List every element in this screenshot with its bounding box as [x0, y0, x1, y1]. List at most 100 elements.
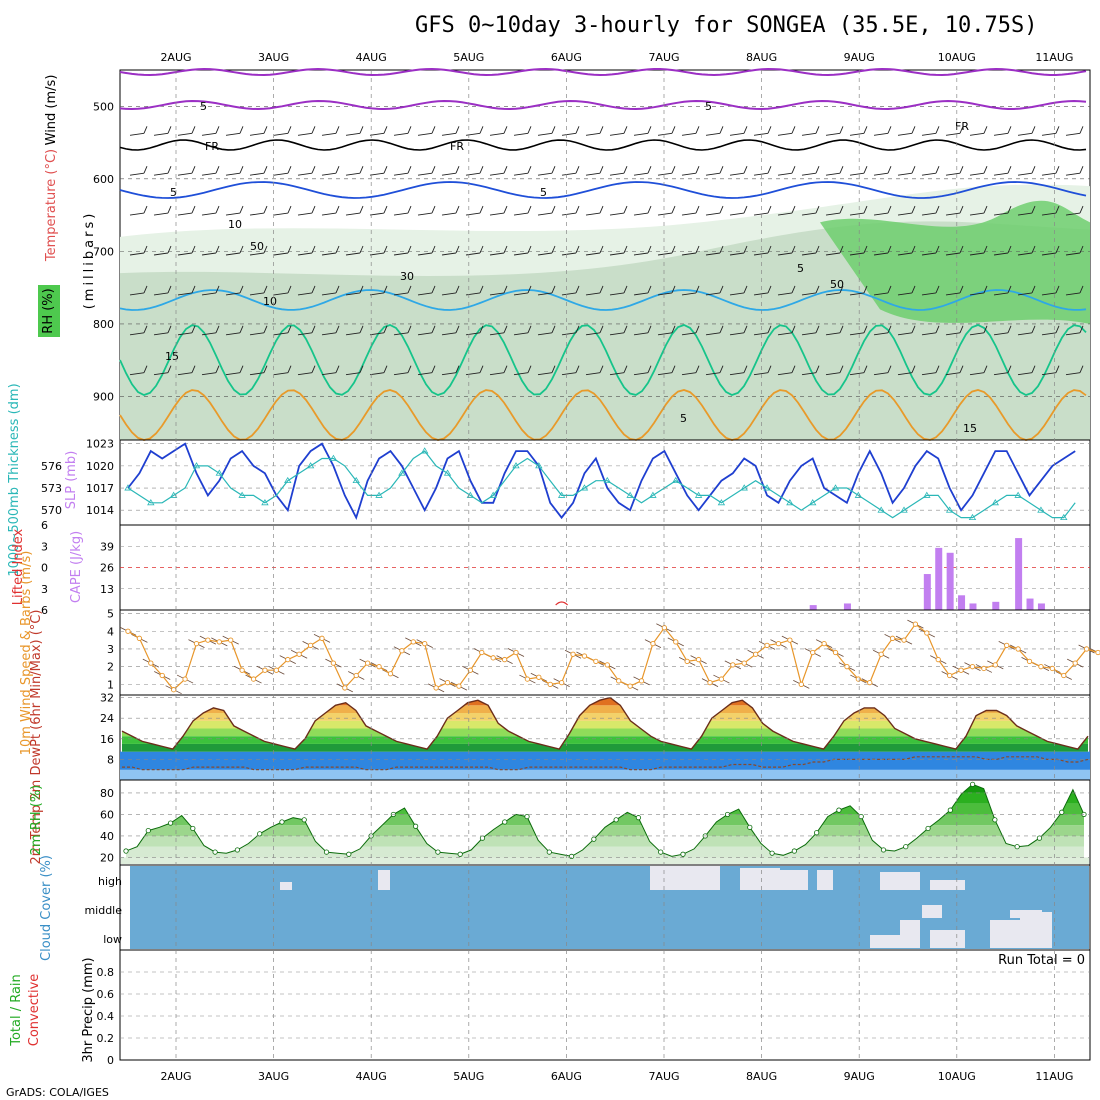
wind-barb-flag: [743, 285, 748, 294]
wind-barb: [945, 332, 961, 336]
rh-point: [591, 836, 597, 842]
wind10m-point: [810, 649, 816, 656]
wind-barb: [801, 132, 817, 136]
thickness-marker: [968, 513, 977, 521]
wind-barb-flag: [623, 285, 628, 294]
temp-line: [121, 696, 1089, 750]
wind-barb: [945, 292, 961, 296]
wind-barb-flag: [935, 245, 940, 254]
thickness-marker: [169, 491, 178, 498]
cape-bar: [809, 605, 817, 610]
wind10m-point: [946, 672, 953, 679]
wind-barb: [633, 372, 649, 376]
wind-barb-flag: [695, 365, 700, 373]
wind-barb-flag: [815, 285, 820, 294]
thickness-marker: [991, 499, 1000, 506]
wind-barb-flag: [935, 285, 940, 294]
wind-barb: [825, 292, 841, 296]
contour-label: 10: [228, 218, 242, 231]
wind-barb: [489, 252, 505, 256]
wind-barb-flag: [743, 325, 748, 333]
wind-barb: [513, 252, 529, 256]
thickness-marker: [352, 476, 360, 484]
wind-barb: [513, 292, 529, 296]
wind10m-point: [376, 664, 382, 670]
cloud-block: [880, 872, 920, 890]
li-tick: 3: [41, 583, 48, 596]
wind-barb: [441, 172, 457, 176]
wind-barb-flag: [863, 365, 868, 373]
wind-barb: [273, 132, 289, 136]
wind-barb-flag: [359, 325, 364, 333]
wind-barb: [585, 132, 601, 136]
wind-barb-flag: [983, 285, 988, 294]
wind-barb: [777, 252, 793, 256]
wind-barb-flag: [479, 205, 484, 214]
wind10m-point: [1038, 664, 1044, 670]
date-bottom-label: 2AUG: [160, 1070, 191, 1083]
wind10m-point: [479, 649, 485, 656]
wind-barb-flag: [815, 245, 820, 254]
wind-barb-flag: [791, 126, 796, 134]
wind-barb-flag: [311, 285, 316, 294]
wind10m-point: [330, 660, 337, 666]
wind-barb-flag: [239, 285, 244, 294]
wind10m-point: [1072, 660, 1078, 666]
wind-barb: [537, 372, 553, 376]
wind-barb-flag: [215, 285, 220, 294]
rh-point: [413, 823, 419, 829]
wind-barb-flag: [551, 365, 556, 373]
wind-barb: [345, 292, 361, 296]
wind10m-point: [695, 656, 702, 663]
wind-barb: [921, 252, 937, 256]
wind-barb: [249, 252, 265, 256]
wind-barb-flag: [935, 205, 940, 214]
wind-barb-flag: [1055, 126, 1060, 134]
rh-label: RH (%): [41, 288, 56, 333]
wind-barb: [849, 292, 865, 296]
wind-barb: [417, 252, 433, 256]
wind-barb: [513, 332, 529, 336]
wind-barb-flag: [167, 325, 172, 333]
wind-barb: [441, 372, 457, 376]
precip-tick: 0.6: [97, 988, 115, 1001]
wind-barb-flag: [767, 205, 772, 214]
wind10m-point: [730, 662, 736, 668]
wind10m-point: [1049, 665, 1056, 672]
date-bottom-label: 10AUG: [938, 1070, 976, 1083]
wind-barb-flag: [1079, 126, 1084, 134]
cloud-block: [900, 920, 920, 948]
date-top-label: 4AUG: [356, 51, 387, 64]
wind-barb: [513, 212, 529, 216]
wind-barb: [825, 252, 841, 256]
rh-point: [435, 849, 441, 855]
wind-barb: [873, 132, 889, 136]
wind-barb: [993, 292, 1009, 296]
rh-point: [546, 849, 552, 855]
wind-barb: [1041, 252, 1057, 256]
date-bottom-label: 5AUG: [453, 1070, 484, 1083]
wind-barb-flag: [551, 245, 556, 254]
wind-barb: [297, 172, 313, 176]
wind10m-point: [741, 660, 747, 666]
wind-barb: [969, 372, 985, 376]
rh-point: [613, 817, 619, 823]
dewpt-line: [122, 756, 1089, 771]
rh-point: [234, 847, 240, 853]
rh-band: [126, 792, 1084, 804]
thickness-marker: [672, 476, 680, 484]
wind-barb-flag: [191, 126, 196, 134]
contour-warm: [119, 389, 1087, 441]
wind-barb-flag: [695, 245, 700, 254]
thickness-marker: [945, 506, 954, 513]
wind-barb-flag: [527, 245, 532, 254]
rh-band: [126, 825, 1084, 836]
wind-barb-flag: [335, 166, 340, 174]
wind-barb-flag: [1007, 205, 1012, 214]
temp-band: [122, 720, 1088, 729]
contour-label: 5: [170, 186, 177, 199]
thickness-marker: [398, 469, 406, 476]
wind-barb: [801, 252, 817, 256]
wind-barb: [249, 212, 265, 216]
wind-barb: [897, 132, 913, 136]
